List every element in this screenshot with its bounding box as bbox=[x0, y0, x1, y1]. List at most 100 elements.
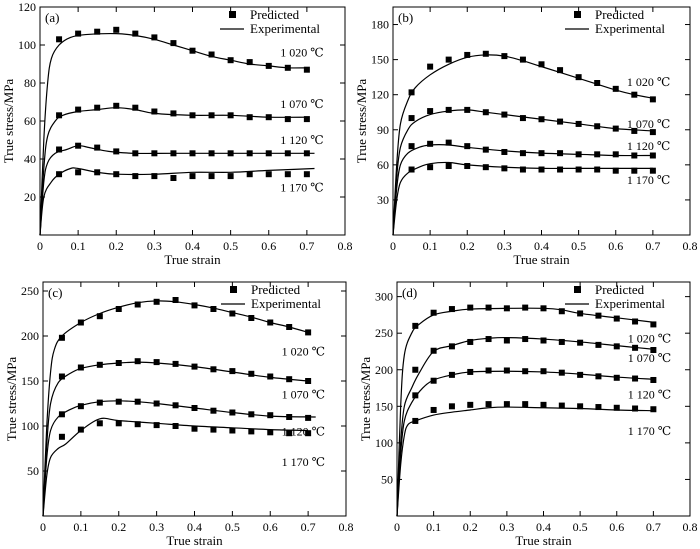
predicted-point bbox=[501, 165, 508, 172]
x-tick-label: 0.5 bbox=[571, 239, 586, 253]
predicted-point bbox=[522, 304, 529, 311]
x-tick-label: 0.6 bbox=[608, 239, 623, 253]
y-tick-label: 250 bbox=[21, 284, 39, 298]
x-tick-label: 0.4 bbox=[534, 239, 549, 253]
x-tick-label: 0.3 bbox=[147, 239, 162, 253]
predicted-point bbox=[519, 56, 526, 63]
predicted-point bbox=[58, 433, 65, 440]
experimental-curve bbox=[396, 370, 654, 517]
x-tick-label: 0.1 bbox=[73, 520, 88, 534]
temperature-label: 1 020 ℃ bbox=[282, 344, 325, 358]
panel-label: (d) bbox=[402, 285, 417, 300]
predicted-point bbox=[503, 367, 510, 374]
y-tick-label: 200 bbox=[375, 363, 393, 377]
predicted-point bbox=[210, 426, 217, 433]
x-tick-label: 0.2 bbox=[109, 239, 124, 253]
predicted-point bbox=[246, 171, 253, 178]
legend-predicted-label: Predicted bbox=[250, 7, 300, 22]
predicted-point bbox=[229, 310, 236, 317]
legend-predicted-marker bbox=[230, 286, 237, 293]
predicted-point bbox=[305, 378, 312, 384]
predicted-point bbox=[649, 96, 656, 103]
predicted-point bbox=[113, 148, 120, 155]
temperature-label: 1 020 ℃ bbox=[280, 46, 323, 60]
predicted-point bbox=[650, 347, 657, 354]
predicted-point bbox=[113, 26, 120, 33]
predicted-point bbox=[153, 400, 160, 407]
predicted-point bbox=[132, 150, 139, 157]
predicted-point bbox=[613, 404, 620, 411]
predicted-point bbox=[557, 118, 564, 125]
predicted-point bbox=[501, 111, 508, 118]
x-tick-label: 0.1 bbox=[423, 239, 438, 253]
x-tick-label: 0.5 bbox=[223, 239, 238, 253]
predicted-point bbox=[558, 308, 565, 315]
predicted-point bbox=[303, 66, 310, 73]
predicted-point bbox=[613, 343, 620, 350]
predicted-point bbox=[229, 368, 236, 375]
experimental-curve bbox=[392, 109, 653, 236]
predicted-point bbox=[631, 127, 638, 134]
y-tick-label: 150 bbox=[371, 53, 389, 67]
x-axis-label: True strain bbox=[515, 533, 572, 548]
predicted-point bbox=[482, 109, 489, 116]
predicted-point bbox=[613, 315, 620, 322]
predicted-point bbox=[113, 171, 120, 178]
series-2: 1 120 ℃ bbox=[39, 133, 324, 236]
x-tick-label: 0.3 bbox=[497, 239, 512, 253]
x-tick-label: 0.7 bbox=[645, 239, 660, 253]
y-tick-label: 90 bbox=[377, 123, 389, 137]
y-tick-label: 60 bbox=[24, 114, 36, 128]
y-tick-label: 80 bbox=[24, 76, 36, 90]
predicted-point bbox=[448, 371, 455, 378]
predicted-point bbox=[612, 151, 619, 158]
x-tick-label: 0.4 bbox=[185, 239, 200, 253]
predicted-point bbox=[501, 53, 508, 60]
predicted-point bbox=[408, 115, 415, 122]
temperature-label: 1 170 ℃ bbox=[628, 424, 671, 438]
predicted-point bbox=[501, 148, 508, 155]
legend-experimental-label: Experimental bbox=[595, 21, 665, 36]
temperature-label: 1 070 ℃ bbox=[282, 388, 325, 402]
predicted-point bbox=[632, 344, 639, 351]
legend-predicted-marker bbox=[574, 11, 581, 18]
predicted-point bbox=[485, 336, 492, 343]
predicted-point bbox=[467, 401, 474, 408]
series-2: 1 120 ℃ bbox=[392, 139, 670, 236]
experimental-curve bbox=[396, 307, 654, 517]
predicted-point bbox=[267, 412, 274, 419]
x-tick-label: 0.6 bbox=[263, 520, 278, 534]
predicted-point bbox=[538, 150, 545, 157]
x-tick-label: 0.5 bbox=[573, 520, 588, 534]
predicted-point bbox=[558, 338, 565, 345]
panel-label: (c) bbox=[48, 285, 62, 300]
predicted-point bbox=[445, 139, 452, 146]
y-tick-label: 50 bbox=[27, 464, 39, 478]
predicted-point bbox=[557, 166, 564, 173]
predicted-point bbox=[265, 171, 272, 178]
temperature-label: 1 020 ℃ bbox=[627, 75, 670, 89]
predicted-point bbox=[558, 402, 565, 409]
predicted-point bbox=[540, 401, 547, 408]
predicted-point bbox=[558, 369, 565, 376]
predicted-point bbox=[58, 334, 65, 341]
legend-experimental-label: Experimental bbox=[595, 296, 665, 311]
predicted-point bbox=[464, 143, 471, 150]
predicted-point bbox=[464, 106, 471, 113]
predicted-point bbox=[210, 366, 217, 373]
predicted-point bbox=[134, 398, 141, 405]
series-3: 1 170 ℃ bbox=[39, 167, 324, 236]
temperature-label: 1 170 ℃ bbox=[282, 455, 325, 469]
predicted-point bbox=[77, 364, 84, 371]
predicted-point bbox=[430, 309, 437, 316]
predicted-point bbox=[577, 371, 584, 378]
x-axis-label: True strain bbox=[513, 252, 570, 267]
predicted-point bbox=[151, 150, 158, 157]
experimental-curve bbox=[42, 361, 309, 517]
x-tick-label: 0 bbox=[394, 520, 400, 534]
predicted-point bbox=[191, 425, 198, 432]
predicted-point bbox=[540, 368, 547, 375]
x-tick-label: 0.8 bbox=[683, 520, 698, 534]
predicted-point bbox=[210, 407, 217, 414]
